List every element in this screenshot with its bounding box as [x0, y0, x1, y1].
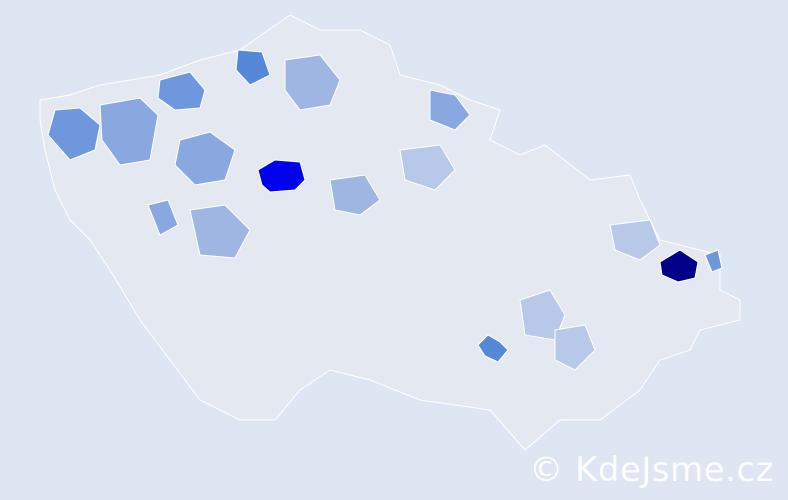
map-region	[399, 144, 456, 191]
map-region	[329, 174, 381, 216]
map-region	[284, 54, 341, 111]
map-region	[659, 249, 699, 283]
map-region	[704, 249, 723, 273]
map-region	[147, 199, 179, 236]
map-region	[174, 131, 236, 186]
map-region	[519, 289, 566, 341]
map-region	[99, 97, 159, 166]
map-region	[257, 159, 306, 193]
map-region	[554, 324, 596, 371]
map-region	[429, 89, 471, 131]
map-region	[157, 71, 206, 111]
map-region	[189, 204, 251, 259]
map-region	[47, 107, 101, 161]
map-region	[609, 219, 661, 261]
map-region	[235, 49, 271, 86]
watermark: © KdeJsme.cz	[529, 450, 774, 490]
map-region	[477, 334, 509, 363]
